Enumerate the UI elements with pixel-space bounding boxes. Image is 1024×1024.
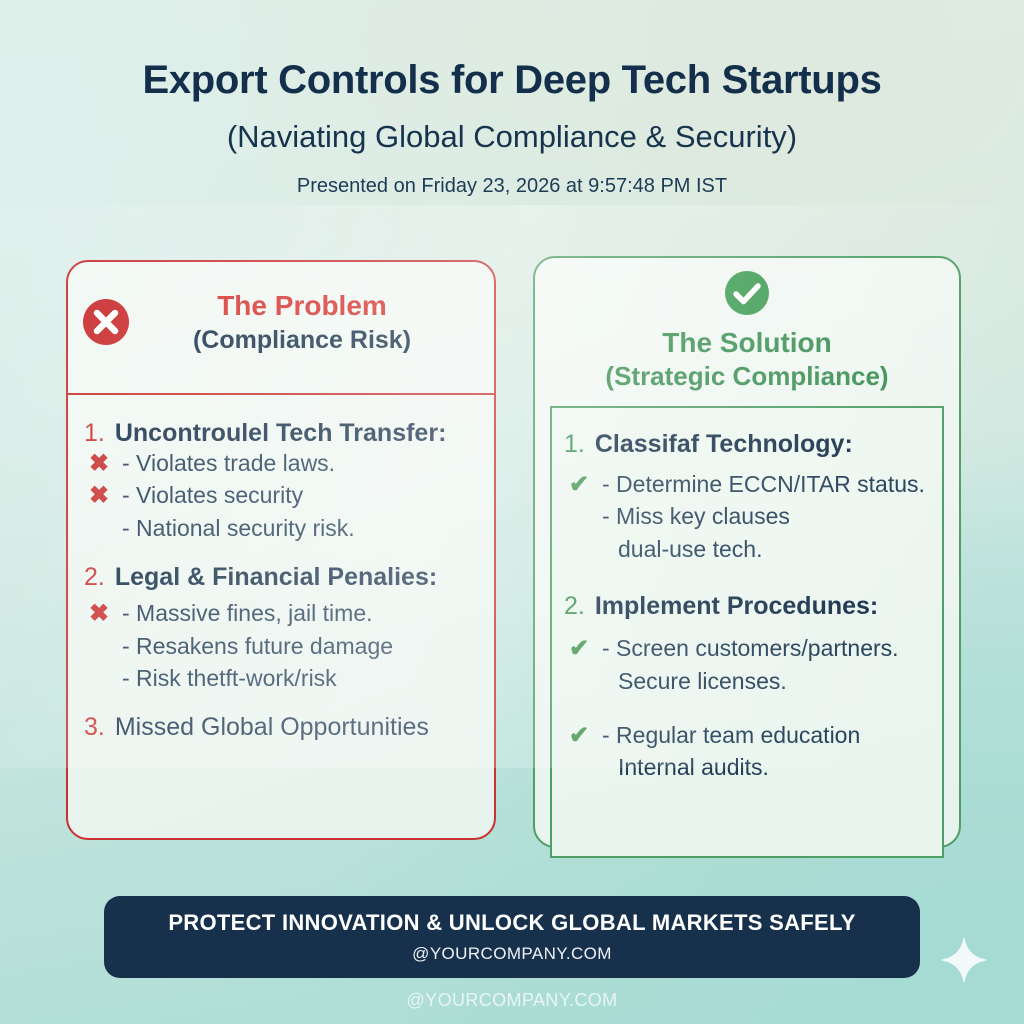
problem-header-divider [68, 393, 494, 395]
list-item: 2. Legal & Financial Penalies: [84, 563, 478, 592]
footer-banner: PROTECT INNOVATION & UNLOCK GLOBAL MARKE… [104, 896, 920, 978]
list-sub-item: dual-use tech. [564, 534, 930, 566]
list-sub-item: - National security risk. [84, 513, 478, 545]
bullet-spacer [564, 534, 594, 566]
list-spacer [84, 695, 478, 713]
solution-title: The Solution [662, 327, 832, 358]
list-item: 2. Implement Procedunes: [564, 592, 930, 621]
check-mark-icon: ✔ [568, 471, 590, 498]
list-sub-item: ✔ - Determine ECCN/ITAR status. [564, 469, 930, 501]
list-sub-item-text: - Violates security [122, 482, 304, 509]
list-sub-item: ✔ - Regular team education [564, 720, 930, 752]
sparkle-icon [938, 934, 990, 986]
list-sub-item-text: - Screen customers/partners. [602, 635, 899, 662]
list-sub-item-text: dual-use tech. [618, 535, 763, 562]
x-mark-icon: ✖ [88, 482, 110, 510]
list-sub-item-text: - Risk thetft-work/risk [122, 664, 337, 691]
solution-subtitle: (Strategic Compliance) [605, 361, 889, 391]
bullet-spacer [84, 513, 114, 545]
list-item: 1. Uncontroulel Tech Transfer: [84, 419, 478, 448]
list-sub-item-text: - Resakens future damage [122, 632, 394, 659]
list-sub-item-text: - Determine ECCN/ITAR status. [602, 471, 925, 497]
list-sub-item: - Risk thetft-work/risk [84, 663, 478, 695]
solution-card-body: 1. Classifaf Technology: ✔ - Determine ECCN… [550, 406, 944, 858]
problem-subtitle: (Compliance Risk) [192, 326, 412, 354]
list-sub-item-text: - Massive fines, jail time. [122, 600, 373, 627]
list-sub-item: ✖ - Violates security [84, 480, 478, 512]
list-spacer [564, 566, 930, 592]
list-sub-item-text: Secure licenses. [618, 667, 787, 694]
problem-card-body: 1. Uncontroulel Tech Transfer: ✖ - Violates… [68, 395, 494, 742]
list-sub-item: ✔ - Screen customers/partners. [564, 633, 930, 665]
list-item-number: 2. [564, 592, 585, 621]
footer-handle-outside: @YOURCOMPANY.COM [406, 990, 618, 1010]
check-mark-icon: ✔ [568, 721, 590, 749]
list-item-heading: Legal & Financial Penalies: [114, 563, 438, 592]
x-mark-icon: ✖ [88, 600, 110, 628]
list-item-number: 3. [84, 713, 105, 742]
footer-handle: @YOURCOMPANY.COM [412, 944, 612, 963]
list-item-heading: Missed Global Opportunities [114, 713, 429, 742]
list-item-heading: Implement Procedunes: [594, 592, 879, 621]
list-item: 1. Classifaf Technology: [564, 430, 930, 459]
list-sub-item: ✖ - Violates trade laws. [84, 448, 478, 480]
list-item-heading: Uncontroulel Tech Transfer: [114, 419, 447, 447]
x-mark-icon: ✖ [88, 450, 110, 477]
problem-card: The Problem (Compliance Risk) 1. Uncontro… [66, 260, 496, 840]
problem-title: The Problem [217, 290, 387, 321]
bullet-spacer [564, 752, 594, 784]
check-mark-icon: ✔ [568, 635, 590, 663]
list-spacer [84, 545, 478, 563]
list-item-number: 1. [564, 430, 585, 458]
solution-card: The Solution (Strategic Compliance) 1. Cl… [533, 256, 961, 858]
problem-card-header: The Problem (Compliance Risk) [68, 262, 494, 393]
list-sub-item: - Resakens future damage [84, 631, 478, 663]
page-title: Export Controls for Deep Tech Startups [142, 58, 882, 102]
list-item-heading: Classifaf Technology: [594, 430, 853, 458]
list-sub-item-text: - National security risk. [122, 514, 355, 541]
solution-card-header: The Solution (Strategic Compliance) [535, 258, 959, 392]
check-circle-icon [724, 270, 770, 316]
bullet-spacer [564, 501, 594, 533]
list-item-number: 2. [84, 563, 105, 592]
list-sub-item-text: - Miss key clauses [602, 503, 790, 530]
list-sub-item-text: Internal audits. [618, 754, 769, 781]
list-sub-item-text: - Regular team education [602, 721, 861, 748]
x-circle-icon [82, 298, 130, 346]
bullet-spacer [84, 631, 114, 663]
poster-header: Export Controls for Deep Tech Startups (… [0, 0, 1024, 198]
list-item-number: 1. [84, 419, 105, 447]
page-subtitle: (Naviating Global Compliance & Security) [226, 119, 798, 154]
list-sub-item-text: - Violates trade laws. [122, 450, 336, 476]
list-sub-item: - Miss key clauses [564, 501, 930, 533]
presented-on-text: Presented on Friday 23, 2026 at 9:57:48 … [296, 175, 728, 197]
footer-tagline: PROTECT INNOVATION & UNLOCK GLOBAL MARKE… [168, 910, 856, 935]
list-sub-item: Secure licenses. [564, 666, 930, 698]
list-item: 3. Missed Global Opportunities [84, 713, 478, 742]
bullet-spacer [84, 663, 114, 695]
bullet-spacer [564, 666, 594, 698]
list-sub-item: Internal audits. [564, 752, 930, 784]
list-sub-item: ✖ - Massive fines, jail time. [84, 598, 478, 630]
